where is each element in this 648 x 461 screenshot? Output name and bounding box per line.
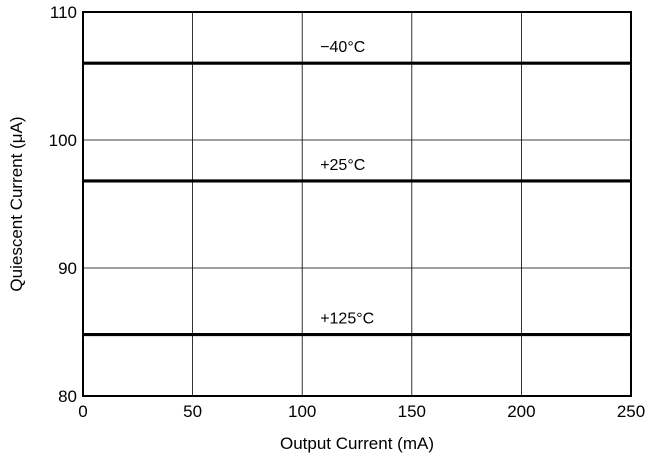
- y-axis-label: Quiescent Current (μA): [7, 116, 26, 291]
- y-tick-label: 100: [49, 131, 77, 150]
- x-tick-label: 0: [78, 402, 87, 421]
- plot-frame: [82, 11, 632, 397]
- x-axis-label: Output Current (mA): [280, 434, 434, 453]
- series-label-2: +125°C: [320, 311, 374, 328]
- x-tick-labels: 0 50 100 150 200 250: [78, 402, 645, 421]
- y-tick-labels: 80 90 100 110: [49, 3, 77, 406]
- series-layer: −40°C +25°C +125°C: [83, 39, 631, 337]
- x-tick-label: 50: [183, 402, 202, 421]
- grid: [83, 12, 631, 396]
- y-tick-label: 90: [58, 259, 77, 278]
- x-tick-label: 150: [398, 402, 426, 421]
- y-tick-label: 110: [50, 3, 77, 22]
- y-tick-label: 80: [58, 387, 77, 406]
- x-tick-label: 250: [617, 402, 645, 421]
- series-label-1: +25°C: [320, 157, 365, 174]
- series-label-0: −40°C: [320, 39, 365, 56]
- x-tick-label: 100: [288, 402, 316, 421]
- x-tick-label: 200: [507, 402, 535, 421]
